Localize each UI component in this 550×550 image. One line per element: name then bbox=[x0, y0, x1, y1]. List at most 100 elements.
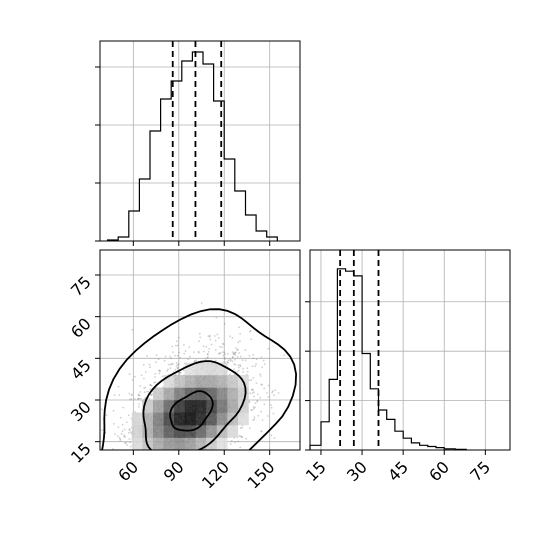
joint-point bbox=[205, 467, 207, 469]
joint-point bbox=[209, 338, 212, 341]
joint-point bbox=[206, 353, 209, 356]
hist-y-bar-6 bbox=[362, 354, 370, 450]
joint-point bbox=[252, 357, 255, 360]
joint-point bbox=[158, 369, 160, 372]
joint-point bbox=[161, 375, 164, 378]
joint-point bbox=[128, 392, 131, 395]
joint-point bbox=[189, 452, 191, 454]
joint-point bbox=[261, 383, 263, 386]
joint-point bbox=[233, 441, 236, 444]
joint-point bbox=[138, 397, 141, 400]
joint-point bbox=[273, 394, 275, 397]
joint-point bbox=[148, 397, 151, 400]
joint-point bbox=[150, 384, 153, 387]
joint-cell bbox=[163, 425, 175, 438]
joint-point bbox=[263, 403, 266, 406]
joint-point bbox=[176, 354, 179, 357]
joint-point bbox=[239, 340, 241, 343]
joint-point bbox=[129, 398, 131, 401]
joint-point bbox=[101, 408, 103, 411]
joint-point bbox=[159, 488, 161, 490]
hist-y-xtick-label-3: 60 bbox=[425, 457, 453, 485]
joint-point bbox=[127, 432, 130, 434]
joint-point bbox=[124, 436, 126, 438]
joint-point bbox=[130, 394, 133, 397]
hist-y-bar-9 bbox=[387, 419, 395, 450]
joint-point bbox=[234, 363, 237, 366]
joint-point bbox=[195, 467, 197, 469]
joint-point bbox=[138, 403, 140, 405]
joint-point bbox=[261, 366, 263, 368]
joint-point bbox=[124, 442, 126, 445]
hist-y-bar-5 bbox=[354, 276, 362, 450]
joint-point bbox=[206, 454, 208, 456]
joint-point bbox=[123, 428, 126, 431]
joint-point bbox=[192, 466, 194, 468]
joint-cell bbox=[142, 412, 154, 426]
joint-point bbox=[246, 367, 249, 369]
joint-point bbox=[179, 356, 181, 359]
joint-ytick-label-4: 75 bbox=[67, 272, 95, 300]
hist-x-bar-8 bbox=[192, 52, 203, 241]
joint-point bbox=[235, 347, 238, 349]
joint-point bbox=[183, 352, 186, 355]
joint-point bbox=[149, 393, 152, 396]
joint-point bbox=[200, 302, 203, 304]
joint-contour-2 bbox=[101, 308, 298, 450]
joint-point bbox=[183, 463, 185, 465]
joint-cell bbox=[153, 425, 164, 438]
joint-point bbox=[154, 381, 157, 383]
joint-point bbox=[229, 373, 231, 376]
joint-point bbox=[270, 406, 273, 409]
joint-point bbox=[207, 335, 210, 338]
joint-point bbox=[175, 453, 177, 455]
joint-point bbox=[221, 346, 224, 349]
joint-point bbox=[133, 375, 136, 378]
joint-point bbox=[248, 401, 251, 404]
joint-point bbox=[236, 370, 239, 373]
joint-point bbox=[250, 338, 253, 341]
hist-y-xtick-label-1: 30 bbox=[343, 457, 371, 485]
joint-point bbox=[140, 374, 143, 377]
joint-cell bbox=[237, 400, 249, 413]
joint-point bbox=[250, 379, 253, 381]
joint-point bbox=[176, 363, 179, 366]
joint-point bbox=[161, 461, 163, 463]
joint-point bbox=[120, 432, 123, 435]
joint-xtick-label-0: 60 bbox=[114, 457, 142, 485]
hist-x-bar-14 bbox=[256, 231, 267, 241]
joint-point bbox=[175, 344, 177, 347]
joint-point bbox=[166, 370, 169, 372]
joint-cell bbox=[195, 400, 207, 413]
hist-y-bar-10 bbox=[395, 431, 403, 450]
joint-density-cells bbox=[131, 362, 249, 450]
joint-point bbox=[222, 343, 225, 346]
joint-point bbox=[252, 377, 255, 379]
joint-point bbox=[257, 451, 259, 453]
joint-point bbox=[267, 384, 270, 387]
joint-point bbox=[155, 361, 158, 364]
joint-cell bbox=[184, 400, 196, 413]
joint-point bbox=[134, 398, 136, 400]
joint-point bbox=[241, 436, 244, 439]
joint-contour-0 bbox=[169, 390, 214, 432]
joint-point bbox=[193, 360, 196, 363]
hist-x-step bbox=[107, 51, 278, 241]
joint-point bbox=[142, 363, 145, 366]
joint-point bbox=[234, 358, 237, 361]
joint-point bbox=[256, 399, 259, 402]
joint-point bbox=[237, 364, 240, 367]
joint-point bbox=[259, 373, 261, 376]
joint-point bbox=[118, 436, 121, 439]
joint-point bbox=[244, 359, 247, 362]
joint-point bbox=[129, 441, 132, 444]
hist-y-panel: 15 30 45 60 75 bbox=[302, 249, 511, 485]
hist-x-bar-5 bbox=[161, 99, 172, 241]
joint-point bbox=[149, 383, 152, 386]
joint-cell bbox=[153, 412, 164, 426]
joint-point bbox=[148, 363, 151, 366]
joint-point bbox=[272, 412, 275, 415]
joint-point bbox=[242, 371, 245, 373]
joint-point bbox=[145, 468, 147, 470]
